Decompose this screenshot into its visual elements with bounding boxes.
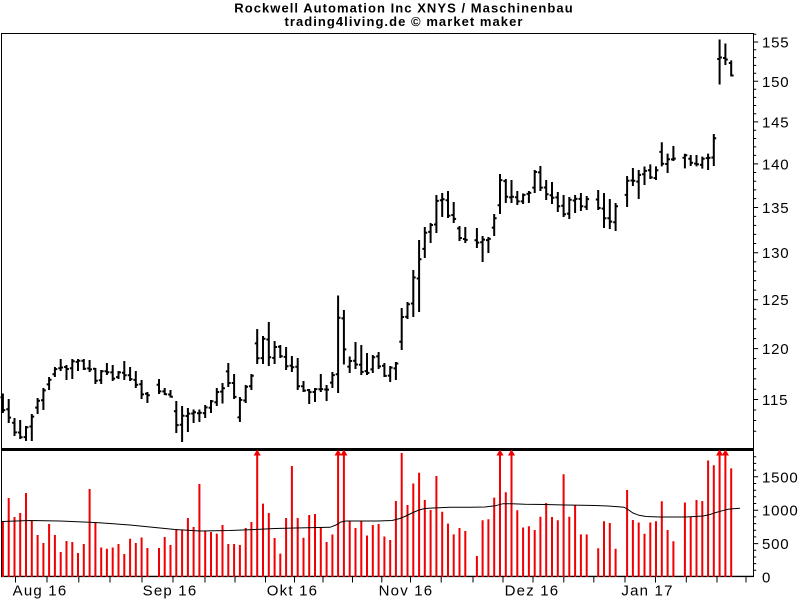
svg-text:trading4living.de © market mak: trading4living.de © market maker bbox=[285, 14, 524, 29]
svg-text:Rockwell Automation Inc XNYS /: Rockwell Automation Inc XNYS / Maschinen… bbox=[234, 1, 573, 16]
svg-text:Dez 16: Dez 16 bbox=[505, 583, 560, 600]
svg-text:1500: 1500 bbox=[762, 469, 799, 486]
svg-text:Jan 17: Jan 17 bbox=[621, 583, 673, 600]
svg-text:Nov 16: Nov 16 bbox=[379, 583, 434, 600]
svg-text:155: 155 bbox=[762, 35, 789, 52]
svg-text:135: 135 bbox=[762, 200, 789, 217]
svg-text:130: 130 bbox=[762, 245, 789, 262]
svg-text:Okt 16: Okt 16 bbox=[267, 583, 318, 600]
svg-text:115: 115 bbox=[762, 392, 788, 409]
svg-text:125: 125 bbox=[762, 292, 789, 309]
svg-text:Aug 16: Aug 16 bbox=[13, 583, 68, 600]
svg-text:1000: 1000 bbox=[762, 503, 799, 520]
svg-text:0: 0 bbox=[762, 570, 771, 587]
svg-text:150: 150 bbox=[762, 74, 789, 91]
svg-text:120: 120 bbox=[762, 341, 789, 358]
svg-text:140: 140 bbox=[762, 156, 789, 173]
svg-text:500: 500 bbox=[762, 536, 789, 553]
svg-text:145: 145 bbox=[762, 114, 789, 131]
svg-text:Sep 16: Sep 16 bbox=[143, 583, 198, 600]
